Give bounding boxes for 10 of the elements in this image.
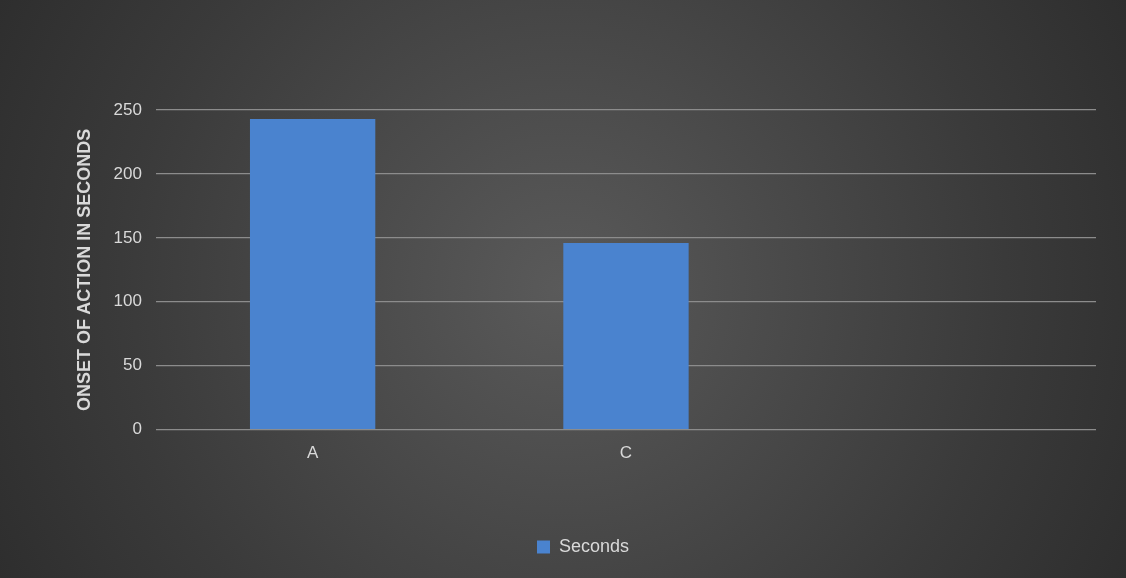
x-tick-label: A bbox=[306, 443, 319, 463]
legend-label: Seconds bbox=[558, 535, 630, 556]
y-axis-title: ONSET OF ACTION IN SECONDS bbox=[73, 128, 94, 411]
y-tick-label: 0 bbox=[132, 419, 142, 439]
x-tick-label: C bbox=[619, 443, 633, 463]
y-tick-label: 250 bbox=[113, 99, 142, 119]
y-tick-label: 200 bbox=[113, 163, 142, 183]
y-tick-label: 100 bbox=[113, 291, 142, 311]
y-tick-label: 50 bbox=[123, 355, 142, 375]
y-tick-label: 150 bbox=[113, 227, 142, 247]
